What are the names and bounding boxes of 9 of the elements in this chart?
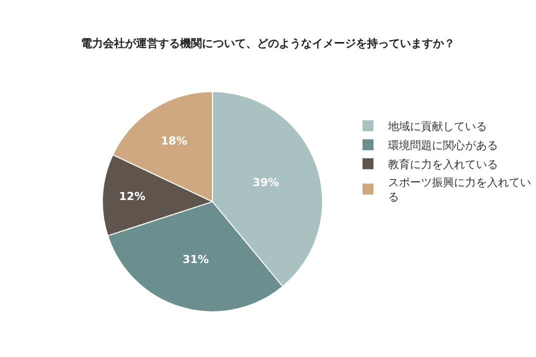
legend-label: 教育に力を入れている: [388, 158, 498, 172]
data-label: 12%: [119, 190, 146, 204]
legend-label: 地域に貢献している: [387, 120, 487, 134]
data-label: 18%: [160, 134, 188, 148]
data-label: 39%: [252, 176, 280, 189]
chart-title: 電力会社が運営する機関について、どのようなイメージを持っていますか？: [81, 36, 455, 50]
legend-label: 環境問題に関心がある: [388, 139, 498, 152]
data-label: 31%: [182, 253, 209, 266]
legend-label: スポーツ振興に力を入れている: [388, 176, 531, 204]
